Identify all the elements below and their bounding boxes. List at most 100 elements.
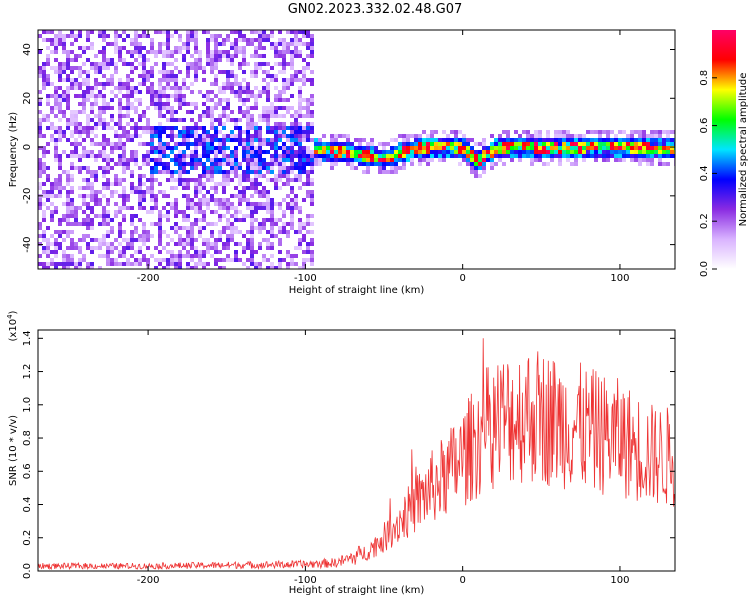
- spectrogram-cell: [174, 178, 178, 182]
- spectrogram-cell: [230, 110, 234, 114]
- spectrogram-cell: [286, 194, 290, 198]
- spectrogram-cell: [202, 102, 206, 106]
- spectrogram-cell: [158, 214, 162, 218]
- spectrogram-cell: [190, 206, 194, 210]
- spectrogram-cell: [142, 154, 146, 158]
- spectrogram-cell: [74, 110, 78, 114]
- spectrogram-cell: [222, 226, 226, 230]
- x-tick-label: 100: [610, 273, 629, 284]
- spectrogram-cell: [378, 162, 382, 166]
- spectrogram-cell: [210, 50, 214, 54]
- spectrogram-cell: [146, 78, 150, 82]
- spectrogram-cell: [282, 90, 286, 94]
- spectrogram-cell: [134, 90, 138, 94]
- spectrogram-cell: [78, 66, 82, 70]
- spectrogram-cell: [298, 266, 302, 269]
- spectrogram-cell: [142, 234, 146, 238]
- spectrogram-cell: [50, 194, 54, 198]
- spectrogram-cell: [102, 62, 106, 66]
- spectrogram-cell: [54, 58, 58, 62]
- spectrogram-cell: [294, 110, 298, 114]
- spectrogram-cell: [310, 242, 314, 246]
- spectrogram-cell: [238, 230, 242, 234]
- spectrogram-cell: [58, 62, 62, 66]
- spectrogram-cell: [58, 38, 62, 42]
- spectrogram-cell: [214, 34, 218, 38]
- spectrogram-cell: [278, 50, 282, 54]
- spectrogram-cell: [430, 150, 434, 154]
- spectrogram-cell: [70, 202, 74, 206]
- spectrogram-cell: [150, 222, 154, 226]
- spectrogram-cell: [106, 78, 110, 82]
- spectrogram-cell: [150, 90, 154, 94]
- spectrogram-cell: [102, 170, 106, 174]
- spectrogram-cell: [298, 122, 302, 126]
- spectrogram-cell: [170, 94, 174, 98]
- spectrogram-cell: [214, 50, 218, 54]
- spectrogram-cell: [46, 206, 50, 210]
- spectrogram-cell: [290, 138, 294, 142]
- spectrogram-cell: [378, 158, 382, 162]
- spectrogram-cell: [58, 174, 62, 178]
- spectrogram-cell: [78, 246, 82, 250]
- spectrogram-cell: [346, 146, 350, 150]
- spectrogram-cell: [326, 142, 330, 146]
- spectrogram-cell: [258, 246, 262, 250]
- spectrogram-cell: [158, 86, 162, 90]
- spectrogram-cell: [94, 82, 98, 86]
- spectrogram-cell: [118, 194, 122, 198]
- spectrogram-cell: [634, 138, 638, 142]
- spectrogram-cell: [178, 178, 182, 182]
- spectrogram-cell: [206, 114, 210, 118]
- spectrogram-cell: [130, 222, 134, 226]
- spectrogram-cell: [42, 230, 46, 234]
- spectrogram-cell: [230, 118, 234, 122]
- spectrogram-cell: [114, 62, 118, 66]
- spectrogram-cell: [166, 98, 170, 102]
- spectrogram-cell: [234, 226, 238, 230]
- spectrogram-cell: [206, 46, 210, 50]
- spectrogram-cell: [222, 242, 226, 246]
- spectrogram-cell: [654, 130, 658, 134]
- spectrogram-cell: [254, 262, 258, 266]
- spectrogram-cell: [406, 138, 410, 142]
- spectrogram-cell: [94, 122, 98, 126]
- spectrogram-cell: [310, 182, 314, 186]
- spectrogram-cell: [146, 234, 150, 238]
- spectrogram-cell: [346, 150, 350, 154]
- spectrogram-cell: [242, 34, 246, 38]
- spectrogram-cell: [238, 190, 242, 194]
- spectrogram-cell: [250, 170, 254, 174]
- spectrogram-cell: [74, 34, 78, 38]
- spectrogram-cell: [90, 118, 94, 122]
- spectrogram-cell: [238, 30, 242, 34]
- spectrogram-cell: [178, 154, 182, 158]
- spectrogram-cell: [94, 178, 98, 182]
- spectrogram-cell: [182, 158, 186, 162]
- spectrogram-cell: [154, 170, 158, 174]
- spectrogram-cell: [218, 138, 222, 142]
- spectrogram-cell: [186, 218, 190, 222]
- spectrogram-cell: [562, 154, 566, 158]
- spectrogram-cell: [558, 146, 562, 150]
- spectrogram-cell: [86, 182, 90, 186]
- spectrogram-cell: [150, 146, 154, 150]
- spectrogram-cell: [666, 130, 670, 134]
- spectrogram-cell: [70, 154, 74, 158]
- spectrogram-cell: [50, 218, 54, 222]
- spectrogram-cell: [310, 194, 314, 198]
- spectrogram-cell: [470, 150, 474, 154]
- spectrogram-cell: [150, 70, 154, 74]
- spectrogram-cell: [274, 266, 278, 269]
- spectrogram-cell: [166, 86, 170, 90]
- spectrogram-cell: [74, 58, 78, 62]
- snr-y-multiplier: (x104): [6, 310, 19, 341]
- spectrogram-cell: [42, 262, 46, 266]
- spectrogram-cell: [210, 170, 214, 174]
- spectrogram-cell: [306, 134, 310, 138]
- spectrogram-cell: [106, 66, 110, 70]
- spectrogram-cell: [130, 190, 134, 194]
- spectrogram-cell: [66, 34, 70, 38]
- spectrogram-cell: [370, 162, 374, 166]
- spectrogram-cell: [314, 154, 318, 158]
